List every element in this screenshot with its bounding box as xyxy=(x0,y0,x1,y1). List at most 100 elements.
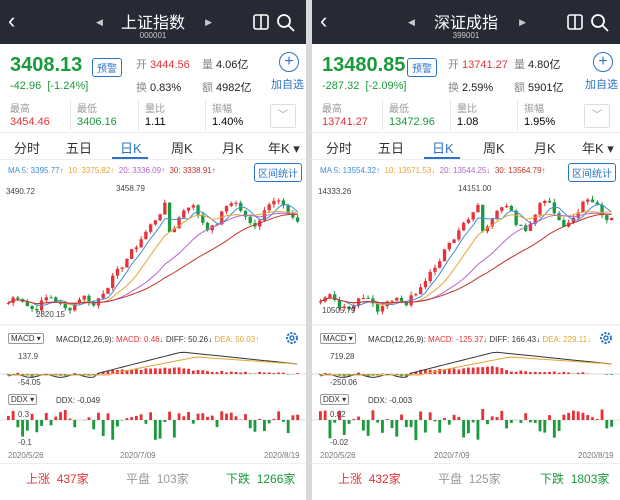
ma30-value: 30: 13564.79↑ xyxy=(494,166,546,175)
chart-y-max: 3490.72 xyxy=(6,187,35,196)
divider xyxy=(382,100,383,130)
prev-triangle-icon[interactable]: ◀ xyxy=(408,17,415,27)
candle-body xyxy=(442,249,447,262)
candle-body xyxy=(144,231,148,240)
macd-y-max: 719.28 xyxy=(330,352,355,361)
macd-legend: MACD(12,26,9): MACD: 0.46↓ DIFF: 50.26↓ … xyxy=(56,335,259,344)
candle-body xyxy=(533,214,537,224)
candle-body xyxy=(447,242,451,250)
current-price: 3408.13 xyxy=(10,54,83,76)
ma-line xyxy=(320,213,612,304)
tab-five-day[interactable]: 五日 xyxy=(378,141,405,156)
candle-body xyxy=(337,299,342,309)
tab-monthly-k[interactable]: 月K xyxy=(534,141,556,156)
candle-body xyxy=(281,200,286,206)
macd-legend: MACD(12,26,9): MACD: -125.37↓ DIFF: 166.… xyxy=(368,335,591,344)
header-bar: ‹ ◀ 深证成指 399001 ▶ xyxy=(312,0,620,44)
next-triangle-icon[interactable]: ▶ xyxy=(519,17,526,27)
open-label: 开 xyxy=(448,59,459,71)
candle-body xyxy=(267,204,271,211)
ma-line xyxy=(320,203,612,307)
down-label: 下跌 xyxy=(540,472,565,486)
tab-monthly-k[interactable]: 月K xyxy=(222,141,244,156)
candle-body xyxy=(286,205,290,214)
macd-selector[interactable]: MACD ▾ xyxy=(8,333,44,344)
ddx-selector[interactable]: DDX ▾ xyxy=(320,394,350,405)
share-icon[interactable] xyxy=(252,13,270,31)
range-stats-button[interactable]: 区间统计 xyxy=(254,163,302,182)
add-favorite-button[interactable]: 加自选 xyxy=(585,79,618,91)
candle-body xyxy=(557,213,561,220)
macd-selector[interactable]: MACD ▾ xyxy=(320,333,356,344)
tab-intraday[interactable]: 分时 xyxy=(326,141,353,156)
tab-yearly-k[interactable]: 年K ▾ xyxy=(268,141,300,156)
page-title: 深证成指 xyxy=(433,15,498,32)
period-tabs: 分时 五日 日K 周K 月K 年K ▾ xyxy=(0,132,306,160)
open-label: 开 xyxy=(136,59,147,71)
candle-body xyxy=(519,224,523,226)
high-value: 3454.46 xyxy=(10,116,50,128)
turnover-value: 2.59% xyxy=(462,82,494,94)
tab-intraday[interactable]: 分时 xyxy=(14,141,41,156)
tab-weekly-k[interactable]: 周K xyxy=(171,141,193,156)
add-favorite-button[interactable]: 加自选 xyxy=(271,79,304,91)
footer-divider xyxy=(312,463,620,464)
prev-triangle-icon[interactable]: ◀ xyxy=(96,17,103,27)
tab-weekly-k[interactable]: 周K xyxy=(483,141,505,156)
plus-circle-icon[interactable]: + xyxy=(593,52,613,72)
tab-daily-k[interactable]: 日K xyxy=(120,141,142,156)
low-value: 3406.16 xyxy=(77,116,117,128)
kline-chart[interactable] xyxy=(312,180,620,326)
amount-label: 额 xyxy=(202,82,213,94)
ddx-selector[interactable]: DDX ▾ xyxy=(8,394,38,405)
share-icon[interactable] xyxy=(566,13,584,31)
search-icon[interactable] xyxy=(276,13,296,33)
back-icon[interactable]: ‹ xyxy=(8,8,16,33)
candle-body xyxy=(366,298,370,300)
alert-button[interactable]: 预警 xyxy=(407,58,437,77)
index-code: 399001 xyxy=(452,31,480,40)
tab-five-day[interactable]: 五日 xyxy=(66,141,93,156)
kline-chart[interactable] xyxy=(0,180,306,326)
candle-body xyxy=(153,220,158,225)
gear-icon[interactable] xyxy=(284,330,300,346)
candle-body xyxy=(87,295,91,303)
ma10-value: 10: 3375.82↑ xyxy=(68,166,115,175)
ma10-value: 10: 13571.53↓ xyxy=(384,166,436,175)
date-end: 2020/8/19 xyxy=(264,451,300,460)
current-price: 13480.85 xyxy=(322,54,406,76)
candle-body xyxy=(73,302,77,311)
search-icon[interactable] xyxy=(590,13,610,33)
tab-daily-k[interactable]: 日K xyxy=(432,141,454,156)
macd-params: MACD(12,26,9): xyxy=(56,335,114,344)
candle-body xyxy=(543,200,547,204)
candle-body xyxy=(495,210,499,219)
open-value: 13741.27 xyxy=(462,59,508,71)
chevron-down-icon[interactable]: ﹀ xyxy=(584,104,610,128)
range-stats-button[interactable]: 区间统计 xyxy=(568,163,616,182)
ddx-chart[interactable] xyxy=(0,406,306,450)
ma-legend: MA 5: 13554.32↑ 10: 13571.53↓ 20: 13544.… xyxy=(320,166,546,175)
candle-body xyxy=(196,205,200,215)
tab-yearly-k[interactable]: 年K ▾ xyxy=(582,141,614,156)
gear-icon[interactable] xyxy=(598,330,614,346)
back-icon[interactable]: ‹ xyxy=(320,8,328,33)
chart-low-label: 10505.79 xyxy=(322,306,356,315)
next-triangle-icon[interactable]: ▶ xyxy=(205,17,212,27)
candle-body xyxy=(295,217,300,222)
page-title: 上证指数 xyxy=(120,15,185,32)
alert-button[interactable]: 预警 xyxy=(92,58,122,77)
candle-body xyxy=(452,239,456,243)
period-tabs: 分时 五日 日K 周K 月K 年K ▾ xyxy=(312,132,620,160)
plus-circle-icon[interactable]: + xyxy=(279,52,299,72)
ddx-chart[interactable] xyxy=(312,406,620,450)
advancers: 上涨 432家 xyxy=(338,470,401,487)
macd-chart[interactable] xyxy=(312,346,620,388)
candle-body xyxy=(476,204,480,213)
ma-line xyxy=(320,212,612,304)
active-tab-underline xyxy=(112,157,148,159)
chevron-down-icon[interactable]: ﹀ xyxy=(270,104,296,128)
turnover-stat: 换 2.59% xyxy=(448,79,493,95)
macd-chart[interactable] xyxy=(0,346,306,388)
volume-stat: 量 4.06亿 xyxy=(202,56,248,72)
